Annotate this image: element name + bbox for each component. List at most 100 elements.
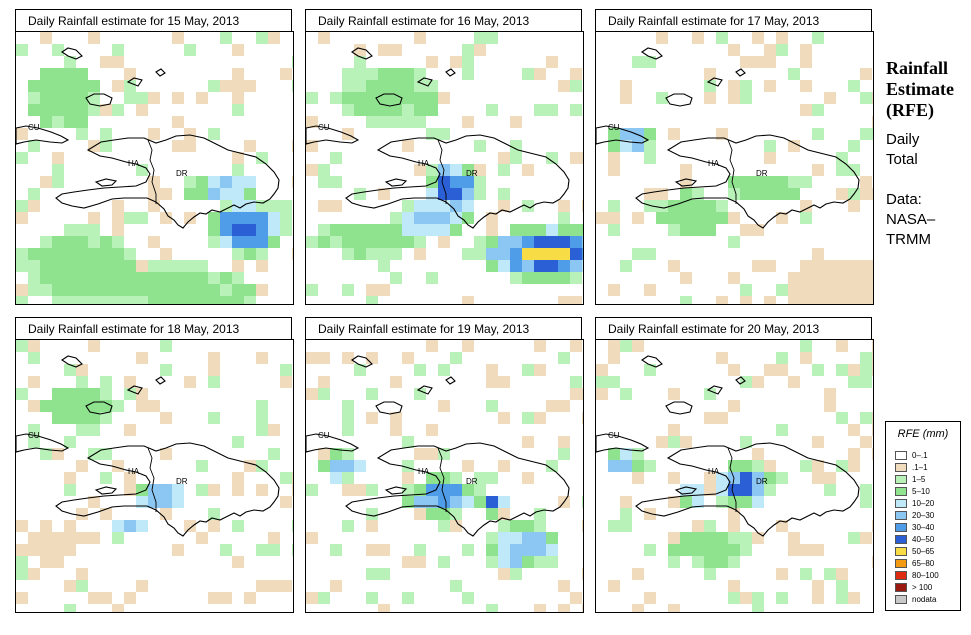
legend-swatch [895, 510, 907, 520]
legend-label: .1–1 [912, 462, 928, 472]
coastlines [16, 47, 280, 229]
country-label-cuba: CU [608, 431, 620, 440]
legend-swatch [895, 498, 907, 508]
coastlines [306, 47, 570, 229]
map-imagery: CU HA DR [596, 340, 873, 612]
country-label-cuba: CU [28, 123, 40, 132]
legend-item: 40–50 [895, 534, 934, 544]
rainfall-map: CU HA DR [305, 339, 584, 613]
panel-title: Daily Rainfall estimate for 17 May, 2013 [595, 9, 872, 31]
rainfall-map: CU HA DR [595, 31, 874, 305]
country-label-cuba: CU [28, 431, 40, 440]
legend-swatch [895, 474, 907, 484]
panel-title: Daily Rainfall estimate for 20 May, 2013 [595, 317, 872, 339]
legend-label: 0–.1 [912, 450, 928, 460]
country-label-haiti: HA [708, 467, 720, 476]
source-line: Data: [886, 191, 922, 208]
country-label-cuba: CU [608, 123, 620, 132]
country-label-cuba: CU [318, 123, 330, 132]
legend-label: 5–10 [912, 486, 930, 496]
source-line: NASA– [886, 211, 936, 228]
legend-label: nodata [912, 594, 937, 604]
legend-swatch [895, 582, 907, 592]
map-imagery: CU HA DR [306, 340, 583, 612]
legend-label: 80–100 [912, 570, 939, 580]
rfe-legend: RFE (mm) 0–.1 .1–1 1–5 5–10 10–20 20–30 30–40 4… [885, 421, 961, 611]
legend-swatch [895, 558, 907, 568]
legend-label: > 100 [912, 582, 933, 592]
legend-label: 40–50 [912, 534, 935, 544]
legend-label: 1–5 [912, 474, 926, 484]
period-label: Daily Total [886, 130, 919, 170]
legend-item: nodata [895, 594, 936, 604]
legend-item: 10–20 [895, 498, 934, 508]
rainfall-map: CU HA DR [595, 339, 874, 613]
coastlines [596, 47, 860, 229]
rainfall-map: CU HA DR [15, 339, 294, 613]
legend-title: RFE (mm) [897, 428, 949, 440]
legend-item: 50–65 [895, 546, 934, 556]
coastlines [16, 355, 280, 537]
rainfall-cells [596, 32, 873, 304]
legend-item: 20–30 [895, 510, 934, 520]
product-title-line: Rainfall [886, 58, 949, 78]
coastlines [306, 355, 570, 537]
legend-item: 30–40 [895, 522, 934, 532]
legend-swatch [895, 486, 907, 496]
panel-title: Daily Rainfall estimate for 18 May, 2013 [15, 317, 292, 339]
rainfall-cells [16, 340, 293, 612]
country-label-cuba: CU [318, 431, 330, 440]
rainfall-map: CU HA DR [15, 31, 294, 305]
legend-item: .1–1 [895, 462, 928, 472]
panel-may-16: Daily Rainfall estimate for 16 May, 2013… [305, 9, 584, 305]
map-imagery: CU HA DR [306, 32, 583, 304]
country-label-dominican-republic: DR [176, 169, 188, 178]
country-label-dominican-republic: DR [466, 477, 478, 486]
product-title: Rainfall Estimate (RFE) [886, 58, 954, 121]
legend-label: 50–65 [912, 546, 935, 556]
legend-item: 65–80 [895, 558, 934, 568]
legend-swatch [895, 594, 907, 604]
coastlines [596, 355, 860, 537]
panel-title: Daily Rainfall estimate for 16 May, 2013 [305, 9, 582, 31]
panel-title: Daily Rainfall estimate for 19 May, 2013 [305, 317, 582, 339]
country-label-dominican-republic: DR [756, 169, 768, 178]
period-line: Daily [886, 131, 920, 148]
legend-item: 0–.1 [895, 450, 928, 460]
country-label-dominican-republic: DR [176, 477, 188, 486]
legend-label: 65–80 [912, 558, 935, 568]
legend-swatch [895, 522, 907, 532]
country-label-haiti: HA [128, 467, 140, 476]
legend-swatch [895, 546, 907, 556]
map-imagery: CU HA DR [596, 32, 873, 304]
rainfall-cells [16, 32, 293, 304]
legend-item: > 100 [895, 582, 932, 592]
legend-swatch [895, 534, 907, 544]
panel-may-19: Daily Rainfall estimate for 19 May, 2013… [305, 317, 584, 613]
country-label-haiti: HA [418, 159, 430, 168]
legend-label: 20–30 [912, 510, 935, 520]
period-line: Total [886, 151, 918, 168]
legend-swatch [895, 450, 907, 460]
country-label-haiti: HA [128, 159, 140, 168]
product-title-line: Estimate [886, 79, 954, 99]
panel-may-15: Daily Rainfall estimate for 15 May, 2013… [15, 9, 294, 305]
country-label-dominican-republic: DR [756, 477, 768, 486]
country-label-haiti: HA [708, 159, 720, 168]
legend-item: 1–5 [895, 474, 925, 484]
data-source-label: Data: NASA– TRMM [886, 190, 935, 250]
panel-may-18: Daily Rainfall estimate for 18 May, 2013… [15, 317, 294, 613]
map-imagery: CU HA DR [16, 32, 293, 304]
product-title-line: (RFE) [886, 100, 934, 120]
rainfall-map: CU HA DR [305, 31, 584, 305]
legend-label: 10–20 [912, 498, 935, 508]
panel-may-20: Daily Rainfall estimate for 20 May, 2013… [595, 317, 874, 613]
source-line: TRMM [886, 231, 931, 248]
legend-item: 80–100 [895, 570, 939, 580]
panel-may-17: Daily Rainfall estimate for 17 May, 2013… [595, 9, 874, 305]
legend-swatch [895, 462, 907, 472]
country-label-haiti: HA [418, 467, 430, 476]
rainfall-cells [306, 340, 583, 612]
panel-title: Daily Rainfall estimate for 15 May, 2013 [15, 9, 292, 31]
rainfall-cells [596, 340, 873, 612]
